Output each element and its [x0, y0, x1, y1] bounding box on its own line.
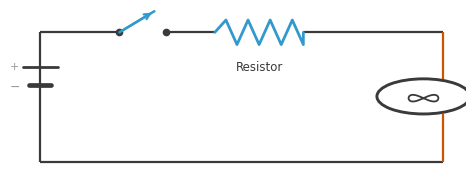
Text: −: −	[9, 81, 20, 94]
Text: +: +	[10, 62, 19, 72]
Text: Resistor: Resistor	[235, 61, 283, 74]
